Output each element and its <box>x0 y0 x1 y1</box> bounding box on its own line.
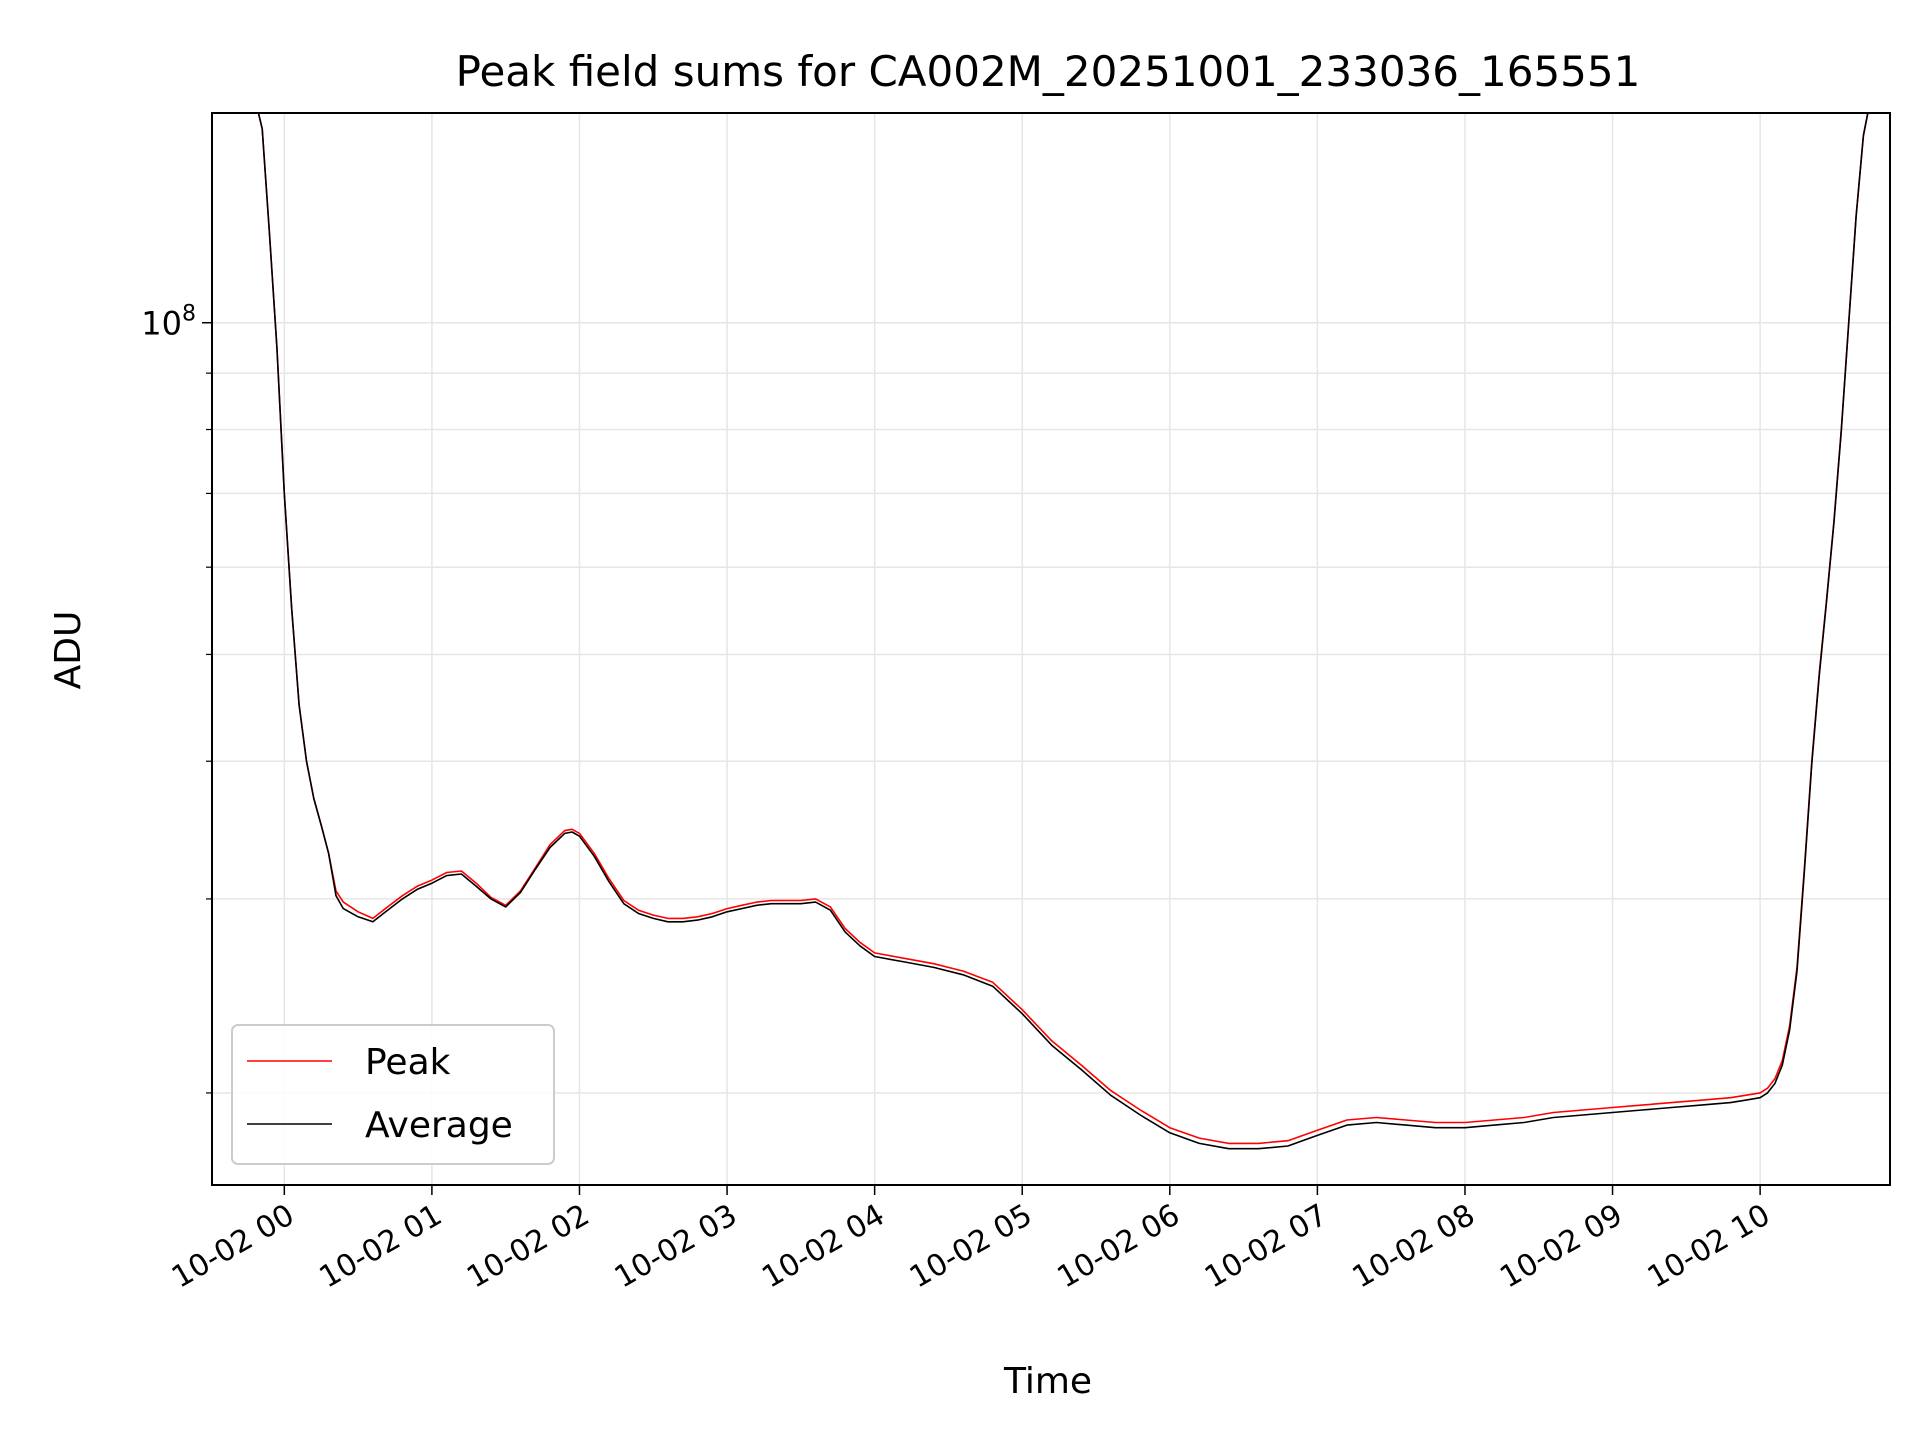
series-line-peak <box>257 113 1869 1145</box>
y-axis-label: ADU <box>48 611 89 690</box>
grid <box>212 113 1890 1185</box>
x-axis-label: Time <box>1003 1361 1092 1402</box>
series-line-average <box>257 113 1869 1150</box>
legend-label-average: Average <box>365 1105 513 1146</box>
legend: Peak Average <box>231 1024 555 1165</box>
legend-label-peak: Peak <box>365 1042 451 1083</box>
plot-frame <box>211 112 1891 1186</box>
legend-box <box>231 1024 555 1165</box>
series-lines <box>257 113 1869 1150</box>
chart-title: Peak field sums for CA002M_20251001_2330… <box>456 47 1641 96</box>
series-group <box>257 113 1869 1150</box>
